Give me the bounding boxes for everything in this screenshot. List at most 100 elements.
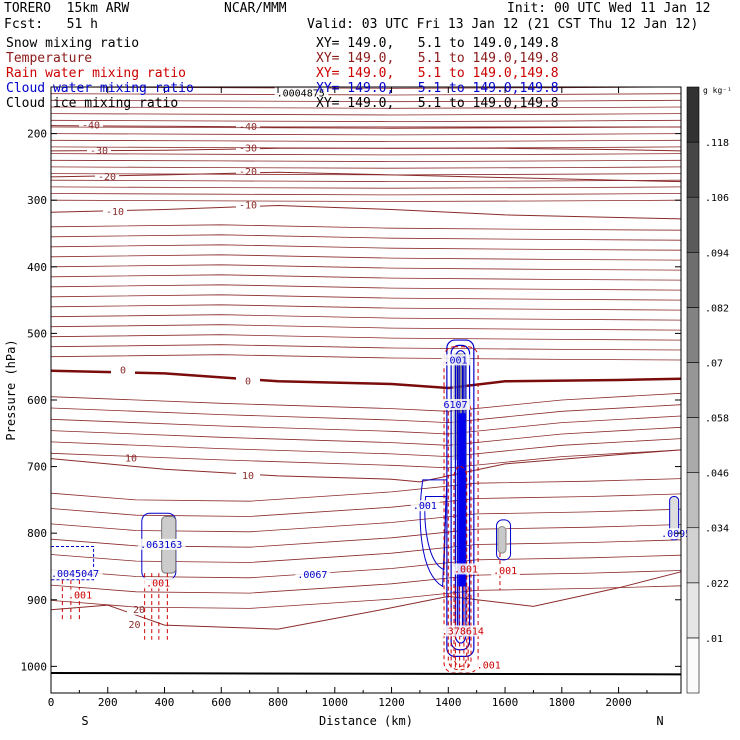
cloud-water-label: .063163 — [140, 540, 182, 551]
colorbar-swatch — [686, 527, 700, 584]
rain-water-label: .001 — [68, 590, 92, 601]
isotherm-label-20-mid: 20 — [128, 620, 140, 631]
y-tick-label-200: 200 — [27, 128, 47, 141]
cloud-water-label-bg — [138, 538, 186, 550]
center-label: NCAR/MMM — [224, 1, 287, 16]
rain-water-label-bg — [66, 589, 95, 601]
cloud-water-contour — [446, 339, 475, 657]
forecast-label: Fcst: 51 h — [4, 17, 98, 32]
isotherm-label-bg — [119, 452, 143, 464]
isotherm-thin — [50, 508, 682, 533]
colorbar-tick-label: .058 — [705, 414, 729, 425]
colorbar-tick-label: .118 — [705, 138, 729, 149]
isotherm-label-bg — [236, 199, 261, 211]
isotherm-thin — [50, 106, 682, 109]
y-tick-label-1000: 1000 — [21, 660, 48, 673]
colorbar-swatch — [686, 196, 700, 253]
isotherm-label-bg — [236, 120, 261, 132]
isotherm-label-0: 0 — [120, 366, 126, 377]
rain-water-label: .001 — [477, 660, 501, 671]
y-tick-label-800: 800 — [27, 527, 47, 540]
field-name-temperature: Temperature — [6, 51, 93, 66]
isotherm-label--10: -10 — [106, 207, 124, 218]
colorbar-tick-label: .106 — [705, 193, 729, 204]
isotherm-thin — [50, 304, 682, 311]
isotherm-label-bg — [95, 170, 119, 182]
isotherm-thin — [50, 153, 682, 156]
isotherm-thin — [50, 119, 682, 123]
x-tick-label-800: 800 — [268, 696, 288, 709]
isotherm-thin — [50, 234, 682, 241]
colorbar-tick-label: .082 — [705, 303, 729, 314]
colorbar: .01 .022 .034 .046 .058 .07 .082 .094 .106 .118 g … — [686, 86, 732, 694]
y-tick-label-600: 600 — [27, 394, 47, 407]
isotherm-thin — [50, 438, 682, 458]
isotherm-thin — [50, 224, 682, 231]
isotherm-label-bg — [87, 144, 111, 156]
x-tick-label-1000: 1000 — [322, 696, 349, 709]
isotherm-thin — [50, 126, 682, 129]
y-tick-label-400: 400 — [27, 261, 47, 274]
isotherm-thin — [50, 186, 682, 189]
cloud-water-label: .001 — [443, 355, 467, 366]
x-axis-title: Distance (km) — [319, 714, 413, 728]
colorbar-swatch — [686, 307, 700, 363]
init-label: Init: 00 UTC Wed 11 Jan 12 — [507, 1, 711, 16]
x-right-end-label: N — [656, 714, 663, 728]
isotherm-thin — [50, 404, 682, 424]
isotherm-thin — [50, 244, 682, 251]
isotherm-label--10-mid: -10 — [239, 201, 257, 212]
isotherm-thin — [50, 133, 682, 136]
isotherm-label-bg — [127, 603, 151, 615]
isotherm-label-20: 20 — [133, 605, 145, 616]
isotherm-thin — [50, 426, 682, 446]
isotherm-thin — [50, 284, 682, 291]
x-tick-label-600: 600 — [211, 696, 231, 709]
snow-label: .0004875 — [277, 88, 325, 99]
colorbar-swatch — [686, 637, 700, 694]
valid-label: Valid: 03 UTC Fri 13 Jan 12 (21 CST Thu … — [307, 17, 699, 32]
isotherm-20 — [50, 571, 682, 630]
isotherm-thin — [50, 354, 682, 361]
isotherm-thin — [50, 166, 682, 169]
y-tick-label-300: 300 — [27, 194, 47, 207]
rain-water-label: .001 — [493, 566, 517, 577]
isotherm-label-10: 10 — [125, 454, 137, 465]
cloud-water-label: .001 — [413, 501, 437, 512]
x-tick-label-2000: 2000 — [605, 696, 632, 709]
rain-water-label-bg — [144, 577, 173, 589]
x-tick-label-1200: 1200 — [378, 696, 405, 709]
isotherm-thin — [50, 254, 682, 261]
cloud-water-label: 6107 — [443, 400, 467, 411]
colorbar-tick-label: .01 — [705, 634, 723, 645]
x-tick-label-0: 0 — [48, 696, 55, 709]
cloud-water-label: .0095 — [661, 529, 691, 540]
isotherm-thin — [50, 585, 682, 609]
plot-frame — [50, 86, 682, 694]
x-tick-label-400: 400 — [155, 696, 175, 709]
isotherm-thin — [50, 324, 682, 331]
colorbar-swatch — [686, 362, 700, 418]
isotherm--30 — [50, 147, 682, 152]
y-axis-title: Pressure (hPa) — [4, 339, 18, 440]
cloud-water-label: .0067 — [297, 570, 327, 581]
isotherm-thin — [50, 139, 682, 143]
x-tick-label-200: 200 — [98, 696, 118, 709]
colorbar-tick-label: .046 — [705, 469, 729, 480]
y-tick-label-500: 500 — [27, 327, 47, 340]
isotherm-thin — [50, 392, 682, 412]
rain-water-label: .001 — [454, 564, 478, 575]
colorbar-swatch — [686, 251, 700, 308]
isotherm-label--20-mid: -20 — [239, 167, 257, 178]
isotherm-thin — [50, 179, 682, 183]
isotherm-10 — [50, 449, 682, 483]
isotherm-thin — [50, 159, 682, 163]
isotherm-label--30-mid: -30 — [239, 143, 257, 154]
terrain-surface-line — [50, 672, 682, 676]
isotherm-label-bg — [103, 206, 127, 218]
isotherm-thin — [50, 554, 682, 579]
isotherm-label--40: -40 — [82, 121, 100, 132]
y-tick-label-900: 900 — [27, 594, 47, 607]
